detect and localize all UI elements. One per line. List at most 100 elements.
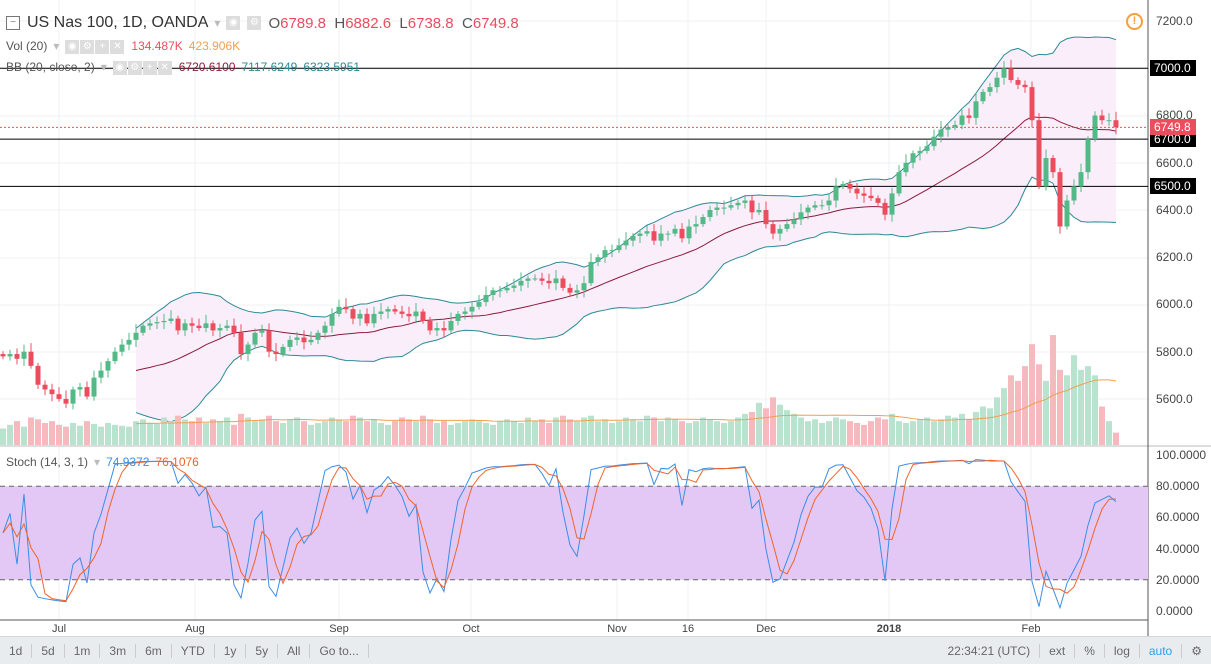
- eye-icon[interactable]: ◉: [226, 16, 241, 30]
- price-axis-label: 6400.0: [1156, 202, 1193, 217]
- chevron-down-icon[interactable]: ▾: [100, 60, 107, 74]
- volume-label[interactable]: Vol (20): [6, 39, 48, 53]
- volume-bar: [882, 419, 888, 445]
- gear-icon[interactable]: ⚙: [80, 40, 95, 54]
- candle-body: [182, 323, 188, 331]
- candle-body: [812, 205, 818, 208]
- time-axis-label: 16: [681, 623, 695, 635]
- range-button[interactable]: 5y: [246, 643, 279, 658]
- volume-bar: [217, 421, 223, 445]
- settings-gear-icon[interactable]: ⚙: [1191, 643, 1202, 658]
- volume-bar: [854, 423, 860, 445]
- log-button[interactable]: log: [1105, 643, 1140, 658]
- eye-icon[interactable]: ◉: [112, 61, 127, 75]
- volume-bar: [203, 423, 209, 445]
- volume-bar: [959, 413, 965, 445]
- range-button[interactable]: 1m: [65, 643, 101, 658]
- range-button[interactable]: 3m: [100, 643, 137, 658]
- gear-icon[interactable]: ⚙: [127, 61, 142, 75]
- volume-bar: [917, 419, 923, 445]
- candle-body: [56, 394, 62, 399]
- volume-bar: [413, 421, 419, 445]
- candle-body: [630, 235, 636, 241]
- percent-button[interactable]: %: [1075, 643, 1105, 658]
- plus-icon[interactable]: +: [142, 61, 157, 75]
- range-button[interactable]: 5d: [32, 643, 65, 658]
- candle-body: [861, 193, 867, 196]
- chevron-down-icon[interactable]: ▾: [53, 39, 60, 53]
- volume-legend: Vol (20) ▾ ◉ ⚙ + ✕ 134.487K 423.906K: [6, 38, 240, 54]
- candle-body: [392, 309, 398, 312]
- volume-bar: [630, 419, 636, 445]
- volume-bar: [784, 410, 790, 445]
- ext-button[interactable]: ext: [1040, 643, 1076, 658]
- auto-button[interactable]: auto: [1140, 643, 1183, 658]
- volume-ma-value: 423.906K: [188, 39, 241, 53]
- candle-body: [1078, 172, 1084, 187]
- low-label: L: [399, 14, 408, 32]
- range-button[interactable]: 1d: [0, 643, 33, 658]
- stoch-k-value: 74.9372: [106, 455, 150, 469]
- candle-body: [819, 205, 825, 207]
- range-button[interactable]: YTD: [172, 643, 215, 658]
- candle-body: [791, 219, 797, 225]
- candle-body: [308, 339, 314, 343]
- volume-bar: [805, 421, 811, 445]
- stoch-label[interactable]: Stoch (14, 3, 1): [6, 455, 89, 469]
- volume-bar: [84, 421, 90, 445]
- volume-bar: [364, 421, 370, 445]
- candle-body: [1022, 84, 1028, 88]
- eye-icon[interactable]: ◉: [65, 40, 80, 54]
- volume-bar: [98, 426, 104, 445]
- volume-bar: [385, 424, 391, 445]
- volume-bar: [777, 404, 783, 445]
- close-icon[interactable]: ✕: [110, 40, 125, 54]
- candle-body: [805, 207, 811, 213]
- candle-body: [63, 398, 69, 404]
- range-button[interactable]: 6m: [136, 643, 172, 658]
- volume-bar: [210, 419, 216, 445]
- volume-bar: [266, 415, 272, 445]
- close-icon[interactable]: ✕: [157, 61, 172, 75]
- time-axis-label: Dec: [756, 623, 776, 635]
- chevron-down-icon[interactable]: ▾: [94, 455, 101, 469]
- candle-body: [119, 344, 125, 352]
- volume-bar: [105, 423, 111, 445]
- range-button[interactable]: Go to...: [310, 643, 369, 658]
- candle-body: [770, 224, 776, 234]
- volume-bar: [560, 415, 566, 445]
- volume-bar: [686, 423, 692, 445]
- symbol-title[interactable]: US Nas 100, 1D, OANDA: [27, 14, 209, 31]
- volume-bar: [420, 415, 426, 445]
- volume-bar: [231, 424, 237, 445]
- candle-body: [77, 387, 83, 390]
- volume-bar: [938, 419, 944, 445]
- range-button[interactable]: 1y: [215, 643, 247, 658]
- volume-bar: [903, 423, 909, 445]
- gear-icon[interactable]: ⚙: [247, 16, 262, 30]
- candle-body: [987, 87, 993, 92]
- volume-bar: [140, 419, 146, 445]
- collapse-icon[interactable]: −: [6, 16, 20, 30]
- volume-bar: [49, 421, 55, 445]
- volume-bar: [896, 421, 902, 445]
- high-value: 6882.6: [345, 14, 392, 32]
- volume-bar: [819, 423, 825, 445]
- chart-canvas[interactable]: [0, 0, 1211, 636]
- plus-icon[interactable]: +: [95, 40, 110, 54]
- volume-bar: [455, 423, 461, 445]
- candle-body: [301, 337, 307, 343]
- volume-bar: [1092, 375, 1098, 445]
- volume-bar: [476, 421, 482, 445]
- candle-body: [567, 287, 573, 293]
- candle-body: [1064, 200, 1070, 227]
- range-button[interactable]: All: [278, 643, 311, 658]
- bb-label[interactable]: BB (20, close, 2): [6, 60, 95, 74]
- candle-body: [315, 332, 321, 340]
- alert-icon[interactable]: !: [1126, 13, 1143, 30]
- candle-body: [917, 150, 923, 154]
- chevron-down-icon[interactable]: ▾: [214, 16, 221, 30]
- candle-body: [980, 91, 986, 102]
- candle-body: [1092, 115, 1098, 140]
- volume-bar: [483, 423, 489, 445]
